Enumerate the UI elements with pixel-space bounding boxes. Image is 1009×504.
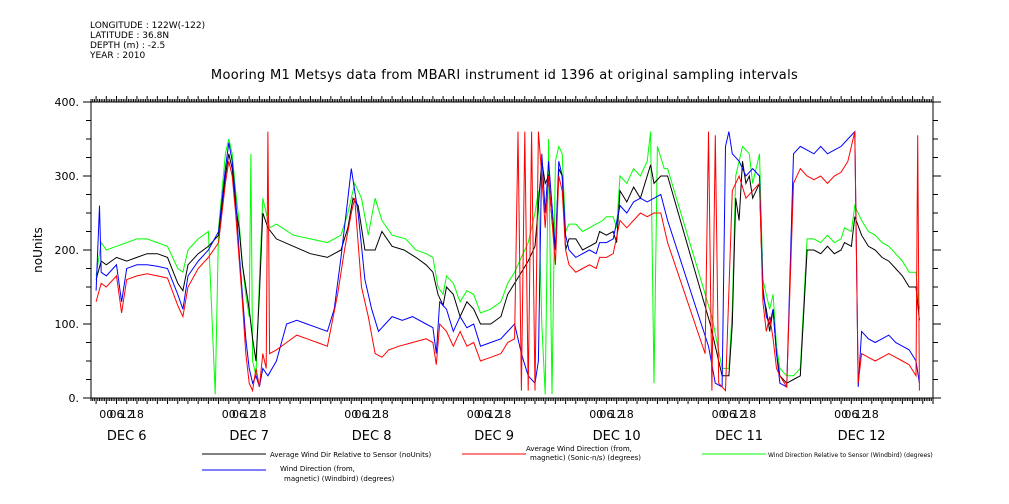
series-line-wind-dir-rel-windbird [95, 131, 920, 395]
legend-label-wind-dir-rel-windbird: Wind Direction Relative to Sensor (Windb… [768, 452, 933, 459]
x-day-label: DEC 12 [838, 429, 886, 444]
year-label: YEAR : 2010 [90, 51, 146, 61]
x-hour-label: 06 [354, 408, 368, 421]
x-hour-label: 12 [855, 408, 869, 421]
x-day-label: DEC 6 [107, 429, 147, 444]
x-hour-label: 00 [467, 408, 481, 421]
x-hour-label: 18 [742, 408, 756, 421]
y-axis-label: noUnits [31, 227, 45, 273]
x-hour-label: 12 [365, 408, 379, 421]
x-hour-label: 06 [232, 408, 246, 421]
x-hour-label: 00 [99, 408, 113, 421]
longitude-label: LONGITUDE : 122W(-122) [90, 21, 206, 31]
x-day-label: DEC 11 [715, 429, 763, 444]
x-day-label: DEC 8 [352, 429, 392, 444]
x-hour-label: 06 [599, 408, 613, 421]
x-hour-label: 12 [242, 408, 256, 421]
x-hour-label: 18 [865, 408, 879, 421]
y-tick-label: 100. [55, 318, 80, 331]
x-hour-label: 06 [722, 408, 736, 421]
x-hour-label: 18 [130, 408, 144, 421]
x-hour-label: 06 [110, 408, 124, 421]
x-day-label: DEC 10 [593, 429, 641, 444]
legend-label-avg-wind-dir-sonic-1: Average Wind Direction (from, [526, 445, 632, 453]
legend-label-wind-dir-windbird-2: magnetic) (Windbird) (degrees) [284, 475, 395, 483]
x-hour-label: 12 [610, 408, 624, 421]
x-hour-label: 18 [620, 408, 634, 421]
series-line-avg-wind-dir-rel [95, 153, 920, 384]
x-hour-label: 18 [375, 408, 389, 421]
x-day-label: DEC 7 [229, 429, 269, 444]
x-hour-label: 12 [120, 408, 134, 421]
y-tick-label: 200. [55, 244, 80, 257]
x-hour-label: 00 [344, 408, 358, 421]
series-line-avg-wind-dir-sonic [95, 131, 920, 393]
x-hour-label: 00 [834, 408, 848, 421]
x-hour-label: 00 [589, 408, 603, 421]
depth-label: DEPTH (m) : -2.5 [90, 41, 166, 51]
y-tick-label: 0. [69, 392, 80, 405]
chart-title: Mooring M1 Metsys data from MBARI instru… [210, 68, 799, 83]
legend-label-wind-dir-windbird-1: Wind Direction (from, [280, 465, 355, 473]
legend-label-avg-wind-dir-sonic-2: magnetic) (Sonic-n/s) (degrees) [530, 454, 641, 462]
x-hour-label: 12 [487, 408, 501, 421]
legend-label-avg-wind-dir-rel: Average Wind Dir Relative to Sensor (noU… [270, 451, 431, 459]
x-hour-label: 00 [712, 408, 726, 421]
x-hour-label: 12 [732, 408, 746, 421]
x-hour-label: 06 [477, 408, 491, 421]
x-hour-label: 00 [222, 408, 236, 421]
series-line-wind-dir-windbird [95, 130, 920, 388]
x-hour-label: 18 [497, 408, 511, 421]
y-tick-label: 300. [55, 170, 80, 183]
latitude-label: LATITUDE : 36.8N [90, 31, 170, 41]
x-hour-label: 18 [252, 408, 266, 421]
y-tick-label: 400. [55, 96, 80, 109]
x-day-label: DEC 9 [474, 429, 514, 444]
x-hour-label: 06 [844, 408, 858, 421]
